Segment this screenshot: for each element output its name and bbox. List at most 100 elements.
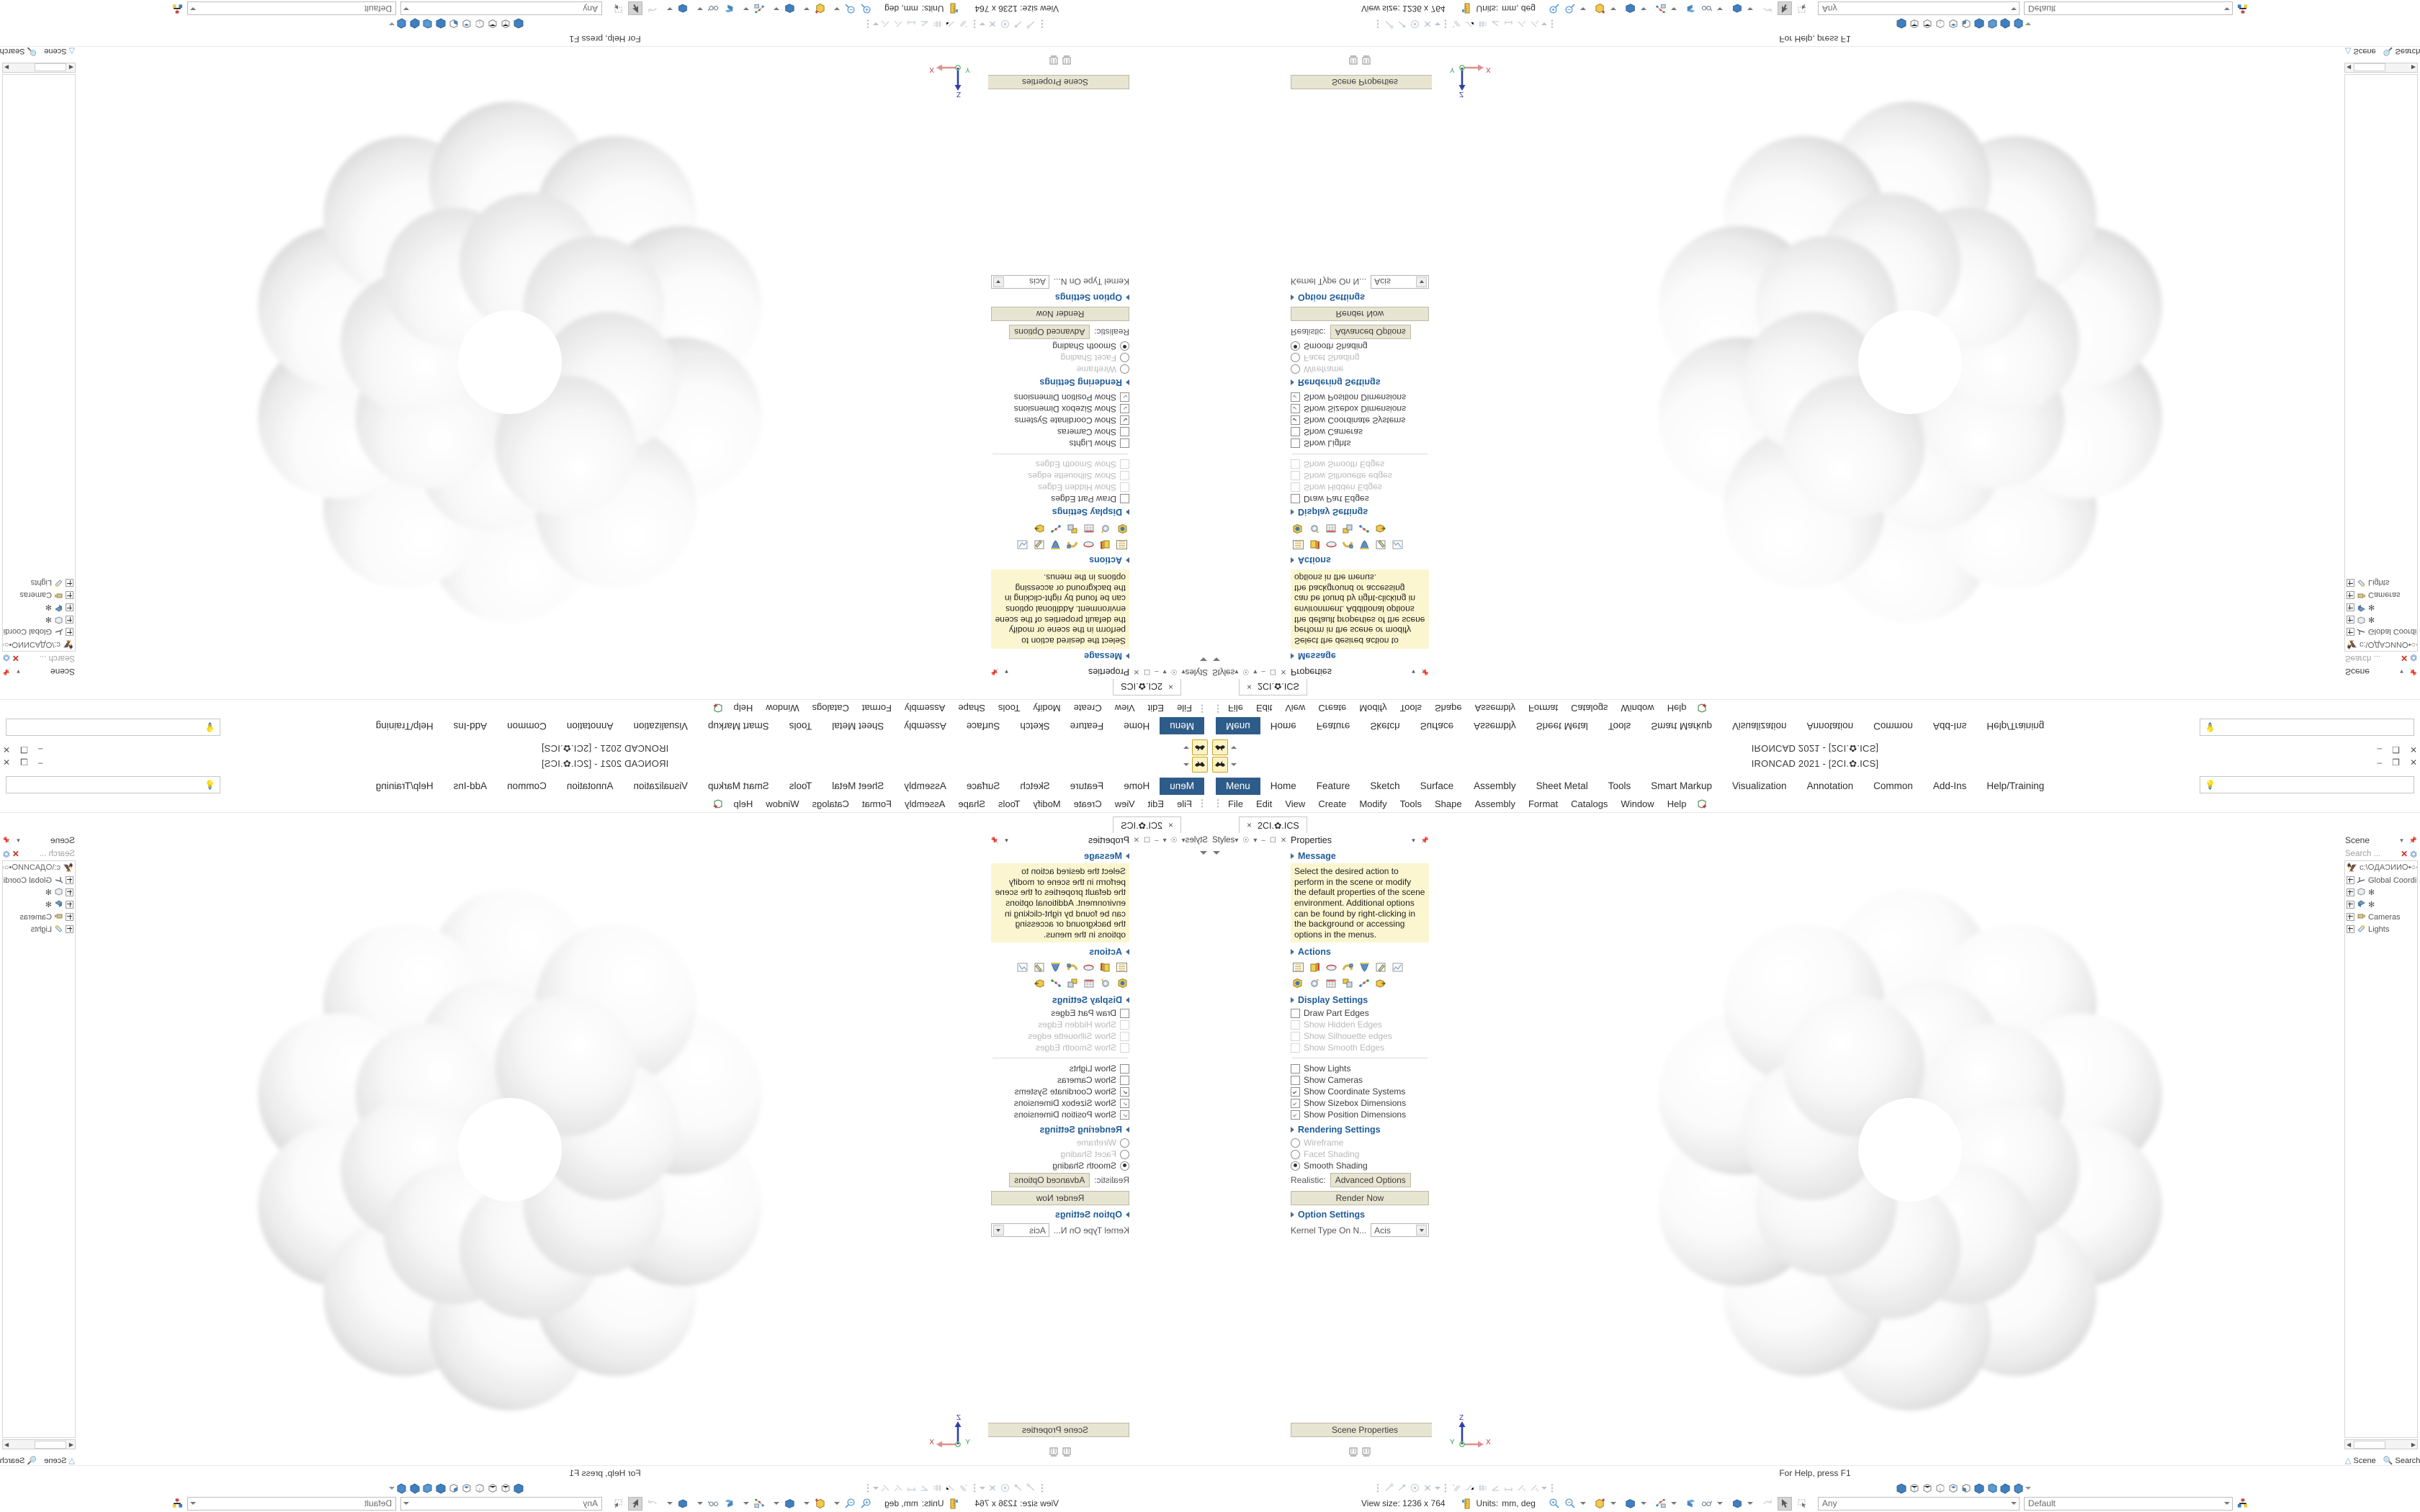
radio-facet-shading[interactable]: Facet Shading	[988, 352, 1132, 364]
document-tab-bar[interactable]: × 2CI.✿.ICS	[0, 678, 1210, 696]
workspace[interactable]: Properties ▾ 📌 Message Select the desire…	[78, 46, 1132, 678]
checkbox-draw-part-edges[interactable]: Draw Part Edges	[1288, 493, 1432, 505]
menu-tools[interactable]: Tools	[1399, 798, 1422, 809]
section-display-header[interactable]: Display Settings	[1291, 507, 1432, 517]
scene-properties-button[interactable]: Scene Properties	[1291, 1423, 1439, 1437]
redo-select-icon[interactable]	[1762, 3, 1773, 14]
close-icon[interactable]: ✕	[1133, 667, 1140, 676]
chevron-down-icon-2[interactable]: ▾	[1162, 667, 1167, 676]
tab-common[interactable]: Common	[1873, 780, 1913, 791]
scene-dock-tabs[interactable]: △ Scene 🔍 Search	[0, 1454, 78, 1466]
part-color-dropdown-icon[interactable]	[804, 1502, 810, 1505]
chevron-down-icon[interactable]: ▾	[17, 836, 20, 844]
radio-smooth-shading[interactable]: Smooth Shading	[1288, 341, 1432, 352]
properties-header-tools[interactable]: ▾ 📌	[991, 668, 1008, 676]
tab-help-training[interactable]: Help/Training	[375, 780, 434, 791]
checkbox-box[interactable]	[1291, 438, 1300, 449]
view-iso5-icon[interactable]	[2012, 18, 2025, 30]
radio-button[interactable]	[1291, 341, 1300, 351]
tab-feature[interactable]: Feature	[1316, 721, 1350, 732]
chevron-down-icon[interactable]	[980, 1486, 985, 1490]
display-cube-icon[interactable]	[1731, 3, 1743, 14]
chevron-down-icon-2[interactable]: ▾	[1253, 836, 1258, 845]
minimize-button[interactable]: –	[2377, 757, 2383, 768]
styles-badge-icon[interactable]: ☉	[1242, 667, 1250, 676]
view-cube-dropdown-icon[interactable]	[389, 1486, 395, 1490]
assembly-tree-icon[interactable]	[171, 3, 183, 14]
angle-constraint-icon[interactable]	[919, 1482, 931, 1494]
display-cube-dropdown-icon[interactable]	[667, 7, 673, 10]
list-icon[interactable]	[1115, 960, 1129, 973]
pin-icon[interactable]: 📌	[2408, 836, 2417, 844]
list-icon[interactable]	[1115, 539, 1129, 552]
sweep-icon[interactable]	[1340, 960, 1355, 973]
style-select[interactable]: Default	[187, 1496, 397, 1511]
section-message-header[interactable]: Message	[1291, 651, 1432, 661]
view-iso2-icon[interactable]	[434, 1482, 447, 1494]
shaded-view-icon[interactable]	[1685, 3, 1697, 14]
tab-home[interactable]: Home	[1124, 721, 1150, 732]
redo-select-icon[interactable]	[1762, 1498, 1773, 1509]
render-mode-dropdown-icon[interactable]	[774, 1502, 780, 1505]
menu-modify[interactable]: Modify	[1033, 798, 1061, 809]
checkbox-show-coordinate-systems[interactable]: Show Coordinate Systems	[988, 415, 1132, 426]
radio-button[interactable]	[1291, 1138, 1300, 1148]
pin-icon[interactable]: 📌	[1420, 668, 1429, 676]
scene-tab[interactable]: △ Scene	[44, 48, 75, 57]
close-button[interactable]: ✕	[3, 757, 11, 768]
parallel-auto-icon[interactable]	[1451, 1482, 1462, 1494]
tab-menu[interactable]: Menu	[1160, 717, 1204, 734]
tab-feature[interactable]: Feature	[1070, 721, 1104, 732]
clear-search-icon[interactable]: ✕	[12, 653, 19, 664]
ribbon-tab-strip[interactable]: Menu Home Feature Sketch Surface Assembl…	[1210, 775, 2420, 796]
radio-wireframe[interactable]: Wireframe	[988, 1137, 1132, 1148]
styles-panel-tools[interactable]: ▾ ☉ ▾ – ☐ ✕	[1234, 668, 1286, 676]
properties-header-tools[interactable]: ▾ 📌	[1412, 668, 1429, 676]
toolbar-grip-3[interactable]	[1551, 19, 1554, 30]
search-tab[interactable]: 🔍 Search	[0, 1456, 37, 1465]
menu-view[interactable]: View	[1285, 798, 1306, 809]
chevron-down-icon[interactable]: ▾	[1234, 836, 1239, 845]
expand-icon[interactable]	[66, 603, 73, 611]
shaded-view-icon[interactable]	[1685, 1498, 1697, 1509]
glasses-dropdown-icon[interactable]	[697, 1502, 704, 1505]
auto-constrain-icon[interactable]	[945, 19, 956, 30]
collapse-triangle-icon[interactable]	[1126, 949, 1129, 955]
scroll-right-icon[interactable]: ▶	[4, 64, 9, 71]
checkbox-show-position-dimensions[interactable]: Show Position Dimensions	[988, 1109, 1132, 1120]
render-now-button[interactable]: Render Now	[991, 1191, 1129, 1206]
chevron-down-icon[interactable]	[2010, 1502, 2017, 1505]
line-point-icon[interactable]	[1026, 19, 1037, 30]
ribbon-tab-strip[interactable]: Menu Home Feature Sketch Surface Assembl…	[0, 716, 1210, 737]
section-option-header[interactable]: Option Settings	[1291, 1210, 1432, 1220]
section-display-header[interactable]: Display Settings	[988, 995, 1129, 1005]
radio-facet-shading[interactable]: Facet Shading	[1288, 352, 1432, 364]
styles-badge-icon[interactable]: ☉	[1242, 836, 1250, 845]
restore-button[interactable]: ❐	[2392, 744, 2400, 755]
scene-tree-root[interactable]: 🦅 c:\⭘ДАƆИИ⭘•○○•⭘ИН	[3, 861, 75, 874]
menu-assembly[interactable]: Assembly	[1474, 798, 1515, 809]
line-icon[interactable]	[1013, 1482, 1024, 1494]
glasses-dropdown-icon[interactable]	[697, 7, 704, 10]
graph-icon[interactable]	[1390, 539, 1404, 552]
scene-search-input[interactable]: Search ...	[39, 654, 75, 663]
style-select[interactable]: Default	[2023, 1, 2233, 16]
tab-visualization[interactable]: Visualization	[633, 721, 688, 732]
assembly-group-icon[interactable]	[1065, 523, 1080, 536]
radio-button[interactable]	[1120, 353, 1129, 363]
radio-button[interactable]	[1120, 1149, 1129, 1159]
menu-format[interactable]: Format	[1528, 703, 1559, 714]
scene-dock[interactable]: Scene ▾ 📌 Search ... ✕ ⏣ 🦅	[0, 834, 79, 1466]
sketch-edit-icon[interactable]	[1032, 960, 1047, 973]
scene-properties-button[interactable]: Scene Properties	[981, 75, 1129, 89]
styles-dock[interactable]: Styles ▾ ☉ ▾ – ☐ ✕	[1131, 46, 1210, 678]
close-tab-icon[interactable]: ×	[1247, 682, 1252, 692]
part-color-icon[interactable]	[1595, 3, 1606, 14]
view-iso3-icon[interactable]	[421, 1482, 434, 1494]
radio-button[interactable]	[1291, 353, 1300, 363]
document-tab-bar[interactable]: × 2CI.✿.ICS	[1210, 678, 2420, 696]
scene-search-input[interactable]: Search ...	[39, 849, 75, 858]
checkbox-draw-part-edges[interactable]: Draw Part Edges	[988, 493, 1132, 505]
tab-smart-markup[interactable]: Smart Markup	[708, 721, 769, 732]
new-part-icon[interactable]	[712, 798, 723, 809]
